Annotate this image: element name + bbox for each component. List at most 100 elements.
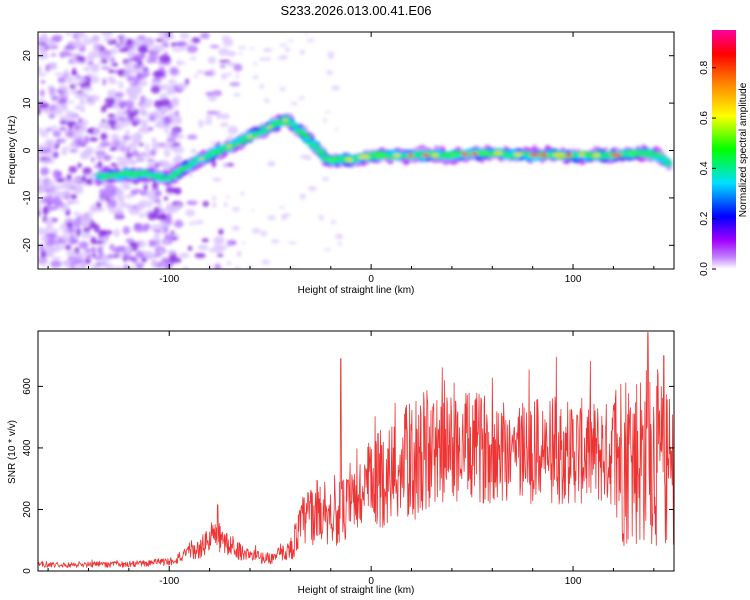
noise-blob — [137, 127, 144, 132]
x-tick-label: 0 — [368, 576, 374, 587]
noise-blob — [222, 162, 227, 169]
ridge-blob — [299, 133, 309, 136]
noise-blob — [206, 110, 219, 115]
noise-blob — [170, 130, 178, 138]
noise-blob — [70, 200, 80, 204]
noise-blob — [101, 32, 113, 37]
ridge-hotspot — [325, 158, 337, 162]
noise-blob — [161, 227, 166, 235]
noise-blob — [39, 89, 45, 97]
noise-blob — [271, 239, 280, 244]
chart-title: S233.2026.013.00.41.E06 — [280, 3, 431, 18]
noise-blob — [78, 92, 86, 99]
noise-blob — [210, 141, 216, 145]
noise-blob — [160, 221, 167, 229]
noise-blob — [68, 165, 78, 174]
noise-blob — [337, 242, 342, 246]
noise-blob — [76, 227, 81, 237]
ridge-blob — [312, 144, 321, 147]
noise-blob — [181, 45, 187, 51]
noise-blob — [168, 111, 175, 120]
ridge-blob — [128, 171, 139, 174]
noise-blob — [64, 217, 75, 225]
noise-blob — [248, 265, 254, 269]
noise-blob — [139, 64, 145, 72]
noise-blob — [144, 150, 152, 159]
noise-blob — [107, 190, 116, 198]
y-tick-label: 20 — [22, 50, 33, 62]
noise-blob — [134, 131, 143, 141]
noise-blob — [154, 198, 161, 204]
ridge-hotspot — [461, 152, 470, 157]
noise-blob — [90, 236, 97, 245]
noise-blob — [107, 113, 116, 119]
noise-blob — [67, 221, 73, 229]
noise-blob — [176, 115, 182, 125]
noise-blob — [176, 41, 188, 48]
ridge-blob — [291, 123, 299, 126]
noise-blob — [52, 130, 62, 138]
noise-blob — [153, 253, 162, 258]
ridge-blob — [153, 172, 161, 175]
ridge-hotspot — [471, 152, 479, 156]
noise-blob — [115, 42, 122, 49]
noise-blob — [111, 62, 119, 67]
ridge-blob — [662, 163, 673, 166]
noise-blob — [103, 154, 111, 162]
noise-blob — [161, 42, 167, 47]
noise-blob — [38, 184, 46, 194]
noise-blob — [211, 202, 217, 208]
y-tick-label: 200 — [22, 501, 33, 518]
y-tick-label: 600 — [22, 378, 33, 395]
noise-blob — [191, 37, 201, 44]
noise-blob — [52, 169, 61, 179]
noise-blob — [284, 47, 291, 53]
noise-blob — [57, 178, 64, 183]
noise-blob — [115, 188, 124, 197]
ridge-hotspot — [431, 153, 439, 157]
y-tick-label: 10 — [22, 97, 33, 109]
noise-blob — [125, 157, 134, 164]
ridge-blob — [628, 150, 638, 154]
noise-blob — [113, 228, 120, 238]
noise-blob — [38, 227, 44, 236]
noise-blob — [69, 148, 78, 153]
noise-blob — [138, 72, 151, 77]
noise-blob — [227, 125, 238, 135]
ridge-blob — [320, 155, 328, 158]
noise-blob — [118, 80, 124, 90]
noise-blob — [263, 47, 273, 53]
noise-blob — [173, 219, 184, 228]
noise-blob — [119, 246, 126, 253]
noise-blob — [46, 232, 58, 238]
ridge-hotspot — [552, 153, 566, 157]
noise-blob — [167, 249, 177, 254]
noise-blob — [205, 115, 213, 121]
colorbar-tick-label: 0.4 — [699, 161, 710, 175]
noise-blob — [62, 190, 69, 197]
noise-blob — [84, 135, 90, 144]
noise-blob — [66, 173, 72, 182]
noise-blob — [225, 163, 235, 167]
noise-blob — [142, 258, 147, 263]
noise-blob — [69, 142, 78, 149]
ridge-hotspot — [267, 125, 272, 129]
noise-blob — [240, 191, 245, 197]
noise-blob — [226, 50, 236, 57]
noise-blob — [214, 247, 219, 251]
noise-blob — [97, 160, 103, 169]
noise-blob — [158, 98, 171, 107]
noise-blob — [232, 207, 240, 212]
noise-blob — [119, 203, 128, 208]
noise-blob — [207, 56, 217, 64]
noise-blob — [155, 38, 164, 43]
ridge-blob — [206, 156, 213, 159]
noise-blob — [115, 91, 124, 98]
noise-blob — [172, 236, 178, 241]
noise-blob — [66, 120, 77, 127]
noise-blob — [102, 125, 112, 131]
noise-blob — [137, 53, 143, 62]
noise-blob — [211, 159, 217, 168]
ridge-blob — [164, 177, 174, 180]
noise-blob — [89, 136, 99, 142]
